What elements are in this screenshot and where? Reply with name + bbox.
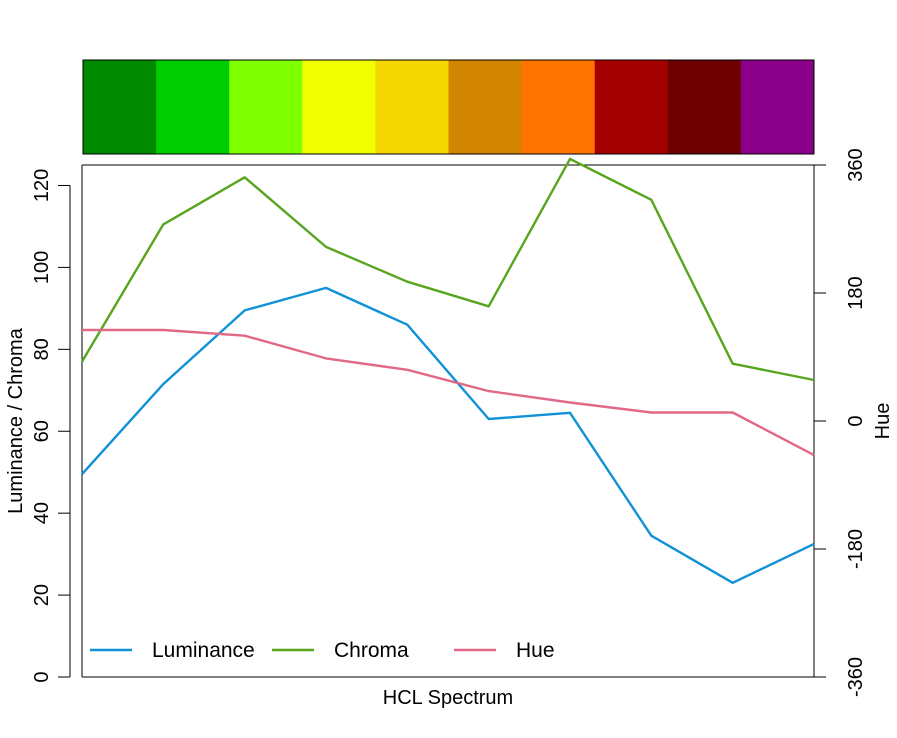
right-tick-label: -360 bbox=[845, 657, 867, 697]
color-swatch bbox=[594, 60, 669, 154]
legend: Luminance Chroma Hue bbox=[90, 639, 555, 662]
color-swatch bbox=[375, 60, 449, 154]
color-swatch bbox=[521, 60, 596, 154]
left-tick-label: 20 bbox=[31, 584, 53, 606]
left-tick-label: 60 bbox=[31, 420, 53, 442]
series-lines bbox=[80, 157, 815, 584]
left-axis-title: Luminance / Chroma bbox=[5, 327, 27, 514]
color-swatch bbox=[229, 60, 303, 154]
left-tick-label: 0 bbox=[31, 671, 53, 682]
legend-label-hue: Hue bbox=[516, 639, 555, 662]
x-axis-title: HCL Spectrum bbox=[383, 687, 513, 709]
legend-label-chroma: Chroma bbox=[334, 639, 409, 662]
left-tick-label: 40 bbox=[31, 502, 53, 524]
legend-label-luminance: Luminance bbox=[152, 639, 255, 662]
left-tick-label: 100 bbox=[31, 251, 53, 284]
color-swatch bbox=[448, 60, 523, 154]
right-tick-label: 0 bbox=[845, 415, 867, 426]
left-tick-label: 80 bbox=[31, 338, 53, 360]
color-swatch bbox=[83, 60, 157, 154]
series-line-hue bbox=[82, 328, 815, 457]
right-tick-label: 180 bbox=[845, 276, 867, 309]
left-tick-label: 120 bbox=[31, 169, 53, 202]
color-swatch bbox=[667, 60, 742, 154]
color-swatch bbox=[740, 60, 815, 154]
series-line-chroma bbox=[80, 157, 815, 382]
right-tick-label: 360 bbox=[845, 148, 867, 181]
right-axis-title: Hue bbox=[872, 403, 894, 440]
left-y-axis: 0 20 40 60 80 100 120 bbox=[31, 169, 71, 683]
swatch-strip-border bbox=[82, 59, 815, 155]
color-swatch bbox=[302, 60, 376, 154]
right-y-axis: -360 -180 0 180 360 bbox=[814, 148, 867, 697]
series-line-luminance bbox=[81, 286, 815, 584]
color-swatch-strip bbox=[82, 59, 815, 155]
right-tick-label: -180 bbox=[845, 529, 867, 569]
color-swatch bbox=[156, 60, 230, 154]
plot-frame bbox=[81, 164, 815, 678]
